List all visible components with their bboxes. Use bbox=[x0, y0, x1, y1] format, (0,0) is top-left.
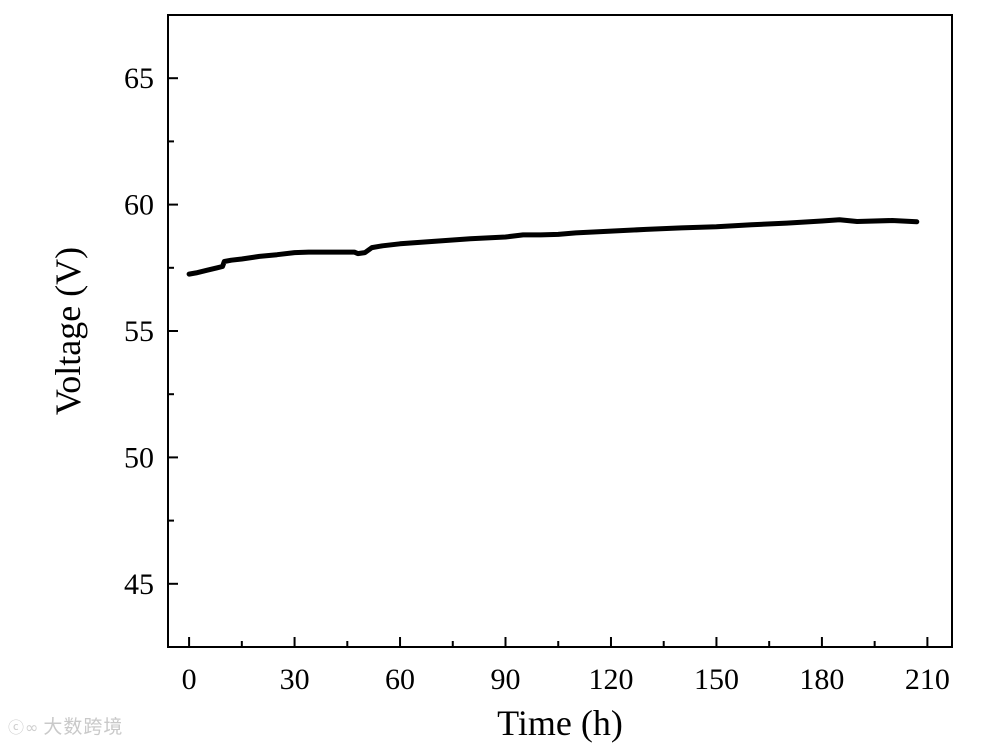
y-axis-title: Voltage (V) bbox=[48, 247, 88, 415]
y-tick-label: 50 bbox=[124, 441, 154, 474]
x-tick-label: 150 bbox=[694, 663, 739, 696]
watermark: ⓒ∞ 大数跨境 bbox=[8, 712, 123, 739]
x-axis-title: Time (h) bbox=[497, 703, 623, 743]
y-tick-label: 60 bbox=[124, 189, 154, 222]
axis-ticks bbox=[168, 14, 929, 648]
x-tick-label: 30 bbox=[280, 663, 310, 696]
y-tick-label: 45 bbox=[124, 568, 154, 601]
x-tick-label: 180 bbox=[799, 663, 844, 696]
y-tick-label: 55 bbox=[124, 315, 154, 348]
y-tick-label: 65 bbox=[124, 62, 154, 95]
tick-labels: 0 30 60 90 120 150 180 210 45 50 55 60 65 bbox=[124, 62, 950, 696]
x-tick-label: 120 bbox=[588, 663, 633, 696]
watermark-logo-icon: ⓒ∞ bbox=[8, 717, 40, 737]
watermark-text: 大数跨境 bbox=[43, 716, 124, 738]
x-tick-label: 0 bbox=[182, 663, 197, 696]
x-tick-label: 90 bbox=[491, 663, 521, 696]
series-line bbox=[186, 217, 920, 277]
x-tick-label: 210 bbox=[905, 663, 950, 696]
x-tick-label: 60 bbox=[385, 663, 415, 696]
plot-frame bbox=[167, 14, 953, 648]
